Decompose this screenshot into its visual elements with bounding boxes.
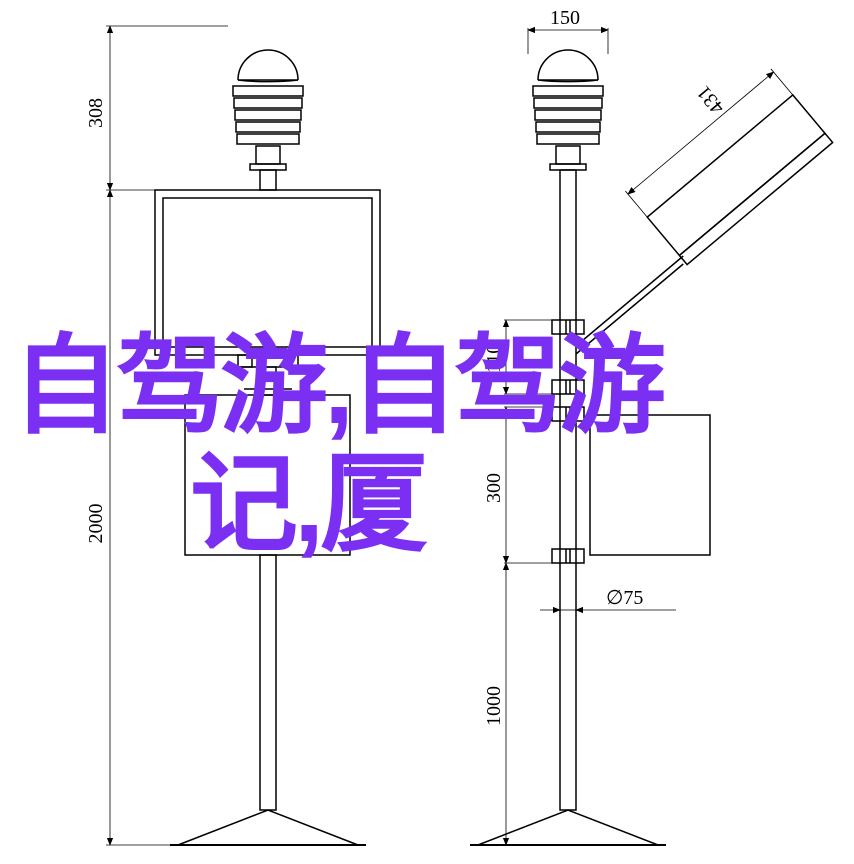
svg-text:308: 308 [85, 98, 107, 128]
overlay-line-2: 记,厦 [190, 450, 424, 558]
svg-text:∅75: ∅75 [606, 587, 643, 609]
svg-text:2000: 2000 [85, 504, 107, 544]
svg-text:150: 150 [550, 7, 580, 29]
overlay-line-1: 自驾游,自驾游 [12, 332, 662, 440]
svg-text:431: 431 [693, 81, 729, 118]
svg-text:300: 300 [483, 473, 505, 503]
svg-text:1000: 1000 [483, 686, 505, 726]
